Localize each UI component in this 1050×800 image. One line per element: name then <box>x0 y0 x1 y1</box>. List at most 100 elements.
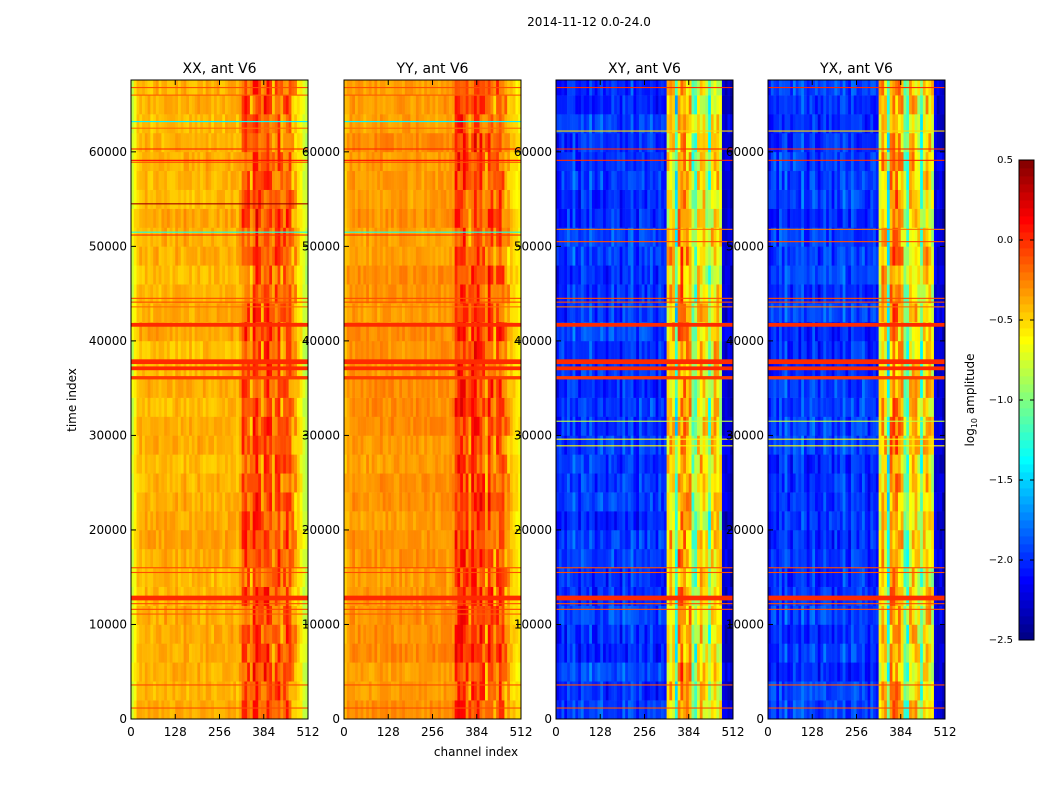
heatmap-cell <box>222 681 226 701</box>
heatmap-cell <box>272 95 276 115</box>
heatmap-cell <box>487 643 491 663</box>
heatmap-cell <box>274 435 278 455</box>
heatmap-cell <box>501 265 505 285</box>
heatmap-cell <box>202 492 206 512</box>
heatmap-cell <box>266 435 270 455</box>
heatmap-cell <box>449 511 453 531</box>
heatmap-cell <box>194 662 198 682</box>
heatmap-cell <box>227 114 231 134</box>
heatmap-cell <box>374 397 378 417</box>
heatmap-cell <box>512 227 516 247</box>
heatmap-cell <box>352 284 356 304</box>
heatmap-cell <box>402 416 406 436</box>
heatmap-cell <box>457 454 461 474</box>
heatmap-cell <box>144 114 148 134</box>
heatmap-cell <box>208 700 212 720</box>
heatmap-cell <box>410 132 414 153</box>
heatmap-cell <box>482 303 486 323</box>
heatmap-cell <box>249 95 253 115</box>
heatmap-cell <box>418 643 422 663</box>
heatmap-cell <box>302 605 306 625</box>
heatmap-cell <box>457 662 461 682</box>
heatmap-cell <box>197 265 201 285</box>
heatmap-cell <box>296 567 301 587</box>
heatmap-cell <box>272 454 276 474</box>
heatmap-cell <box>296 681 301 701</box>
heatmap-cell <box>721 700 726 720</box>
heatmap-cell <box>219 227 223 247</box>
heatmap-cell <box>166 321 171 342</box>
heatmap-cell <box>285 95 289 115</box>
heatmap-cell <box>396 397 400 417</box>
heatmap-cell <box>586 567 590 587</box>
heatmap-cell <box>183 189 187 209</box>
heatmap-cell <box>366 681 370 701</box>
heatmap-cell <box>219 340 223 361</box>
heatmap-cell <box>172 624 176 644</box>
heatmap-cell <box>269 492 273 512</box>
heatmap-cell <box>368 567 372 587</box>
heatmap-cell <box>272 114 276 134</box>
heatmap-cell <box>252 246 256 266</box>
heatmap-cell <box>258 321 262 342</box>
heatmap-cell <box>216 700 220 720</box>
heatmap-cell <box>233 643 237 663</box>
heatmap-cell <box>694 700 698 720</box>
heatmap-cell <box>158 624 162 644</box>
heatmap-cell <box>150 284 154 304</box>
heatmap-cell <box>638 681 643 701</box>
heatmap-cell <box>699 567 703 587</box>
heatmap-cell <box>238 303 242 323</box>
heatmap-cell <box>180 378 184 398</box>
heatmap-cell <box>219 492 223 512</box>
heatmap-cell <box>296 227 301 247</box>
heatmap-cell <box>727 567 731 587</box>
heatmap-cell <box>721 681 726 701</box>
heatmap-cell <box>429 189 433 209</box>
heatmap-cell <box>438 397 442 417</box>
heatmap-cell <box>155 567 159 587</box>
heatmap-cell <box>379 378 384 398</box>
heatmap-cell <box>363 700 367 720</box>
heatmap-cell <box>349 170 353 190</box>
heatmap-cell <box>360 473 364 493</box>
heatmap-cell <box>180 284 184 304</box>
heatmap-cell <box>288 378 292 398</box>
heatmap-cell <box>211 189 215 209</box>
heatmap-cell <box>186 227 190 247</box>
heatmap-cell <box>233 151 237 172</box>
flagged-row <box>344 159 521 161</box>
heatmap-cell <box>393 662 397 682</box>
heatmap-cell <box>205 321 209 342</box>
heatmap-cell <box>666 605 670 625</box>
heatmap-cell <box>155 284 159 304</box>
heatmap-cell <box>285 511 289 531</box>
heatmap-cell <box>435 114 439 134</box>
heatmap-cell <box>432 662 436 682</box>
heatmap-cell <box>418 303 422 323</box>
heatmap-cell <box>490 624 494 644</box>
heatmap-cell <box>169 303 173 323</box>
heatmap-cell <box>393 378 397 398</box>
heatmap-cell <box>155 681 159 701</box>
heatmap-cell <box>454 227 458 247</box>
heatmap-cell <box>144 265 148 285</box>
heatmap-cell <box>305 151 309 172</box>
heatmap-cell <box>346 321 350 342</box>
heatmap-cell <box>230 114 234 134</box>
heatmap-cell <box>515 643 519 663</box>
heatmap-cell <box>346 473 350 493</box>
heatmap-cell <box>288 340 292 361</box>
heatmap-cell <box>509 170 514 190</box>
heatmap-cell <box>305 132 309 153</box>
heatmap-cell <box>357 662 361 682</box>
heatmap-cell <box>263 189 267 209</box>
heatmap-cell <box>249 643 253 663</box>
heatmap-cell <box>493 492 497 512</box>
heatmap-cell <box>280 227 284 247</box>
heatmap-cell <box>366 208 370 228</box>
heatmap-cell <box>213 397 218 417</box>
heatmap-cell <box>280 529 284 550</box>
heatmap-cell <box>180 681 184 701</box>
heatmap-cell <box>266 454 270 474</box>
